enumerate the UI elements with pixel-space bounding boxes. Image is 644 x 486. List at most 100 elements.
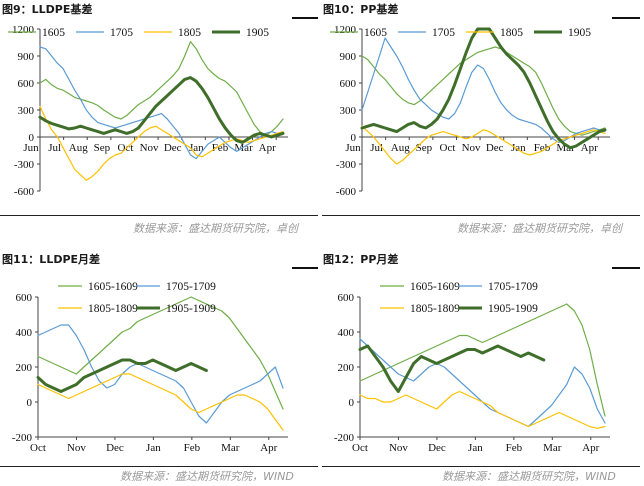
series-line-1905-1909 — [358, 344, 546, 393]
divider — [322, 466, 640, 467]
x-tick-label: Dec — [486, 142, 504, 154]
x-tick-label: Oct — [30, 442, 46, 454]
y-tick-label: 900 — [18, 51, 35, 63]
panel-pp-spread: 图12：PP月差 -200 0 200 400 600 Oct Nov Dec Jan Feb Ma… — [322, 245, 644, 486]
y-tick-label: -200 — [334, 432, 355, 444]
x-tick-label: Nov — [462, 142, 481, 154]
x-tick-label: Sep — [416, 142, 433, 154]
x-tick-label: Dec — [106, 442, 124, 454]
title-rule — [612, 17, 640, 19]
y-tick-label: -600 — [336, 186, 357, 198]
series-line-1705 — [39, 46, 284, 160]
divider — [322, 215, 640, 216]
x-tick-label: Feb — [506, 442, 523, 454]
x-tick-label: Dec — [164, 142, 182, 154]
y-tick-label: 300 — [340, 105, 357, 117]
panel-lldpe-spread: 图11：LLDPE月差 -200 0 200 400 600 Oct Nov Dec Jan Fe… — [0, 245, 322, 486]
x-tick-label: Nov — [389, 442, 408, 454]
y-tick-label: 1200 — [334, 24, 357, 36]
chart-plot: -200 0 200 400 600 Oct Nov Dec Jan Feb Mar Apr 1605-… — [0, 271, 320, 461]
series-line-1705 — [361, 37, 606, 144]
x-tick-label: Apr — [581, 142, 598, 154]
series-line-1605-1609 — [37, 296, 284, 410]
x-tick-label: Jan — [146, 442, 161, 454]
x-tick-label: Apr — [582, 442, 599, 454]
title-rule — [612, 267, 640, 269]
series-line-1905-1909 — [36, 358, 208, 393]
legend-label: 1605 — [364, 27, 387, 39]
y-tick-label: 400 — [338, 327, 355, 339]
legend-label: 1705-1709 — [488, 281, 538, 293]
chart-title: 图10：PP基差 — [323, 3, 399, 16]
chart-source: 数据来源：盛达期货研究院，卓创 — [133, 222, 298, 235]
x-tick-label: Mar — [221, 442, 240, 454]
x-tick-label: Jul — [370, 142, 383, 154]
y-tick-label: 600 — [16, 292, 33, 304]
y-tick-label: -600 — [14, 186, 35, 198]
legend-label: 1705 — [110, 27, 133, 39]
x-tick-label: Dec — [428, 442, 446, 454]
legend-label: 1605-1609 — [410, 281, 460, 293]
series-line-1605-1609 — [359, 303, 606, 417]
series-line-1805 — [361, 125, 606, 165]
x-tick-label: Jan — [511, 142, 526, 154]
y-tick-label: 200 — [338, 362, 355, 374]
x-tick-label: Mar — [556, 142, 575, 154]
y-tick-label: 600 — [18, 78, 35, 90]
x-tick-label: Oct — [440, 142, 456, 154]
x-tick-label: Jul — [48, 142, 61, 154]
x-tick-label: Feb — [534, 142, 551, 154]
series-line-1605 — [361, 46, 606, 136]
chart-source: 数据来源：盛达期货研究院，WIND — [120, 470, 294, 483]
series-line-1705-1709 — [37, 324, 284, 424]
legend-label: 1905 — [568, 27, 591, 39]
y-tick-label: 900 — [340, 51, 357, 63]
panel-lldpe-basis: 图9：LLDPE基差 -600 -300 0 300 600 900 1200 Jun Jul A… — [0, 0, 322, 243]
legend-label: 1605 — [42, 27, 65, 39]
y-tick-label: 200 — [16, 362, 33, 374]
divider — [0, 215, 318, 216]
x-tick-label: Apr — [260, 442, 277, 454]
chart-svg: -200 0 200 400 600 Oct Nov Dec Jan Feb Mar Apr 1605-… — [334, 281, 610, 454]
y-tick-label: 300 — [18, 105, 35, 117]
x-tick-label: Feb — [212, 142, 229, 154]
legend-label: 1705 — [432, 27, 455, 39]
y-tick-label: 0 — [29, 132, 35, 144]
chart-plot: -600 -300 0 300 600 900 1200 Jun Jul Aug Sep Oct Nov… — [0, 20, 320, 210]
legend-label: 1805 — [178, 27, 201, 39]
series-line-1905 — [360, 27, 607, 150]
y-tick-label: 0 — [27, 397, 33, 409]
x-tick-label: Aug — [69, 142, 88, 154]
legend-label: 1905 — [246, 27, 269, 39]
y-tick-label: 600 — [340, 78, 357, 90]
divider — [0, 466, 318, 467]
y-tick-label: 600 — [338, 292, 355, 304]
chart-plot: -600 -300 0 300 600 900 1200 Jun Jul Aug Sep Oct Nov… — [322, 20, 642, 210]
series-line-1805 — [39, 105, 284, 181]
x-tick-label: Feb — [184, 442, 201, 454]
legend-label: 1805-1809 — [88, 303, 138, 315]
x-tick-label: Nov — [140, 142, 159, 154]
legend-label: 1905-1909 — [488, 303, 538, 315]
chart-source: 数据来源：盛达期货研究院，WIND — [442, 470, 616, 483]
y-tick-label: -300 — [14, 159, 35, 171]
x-tick-label: Jun — [23, 142, 39, 154]
legend-label: 1805 — [500, 27, 523, 39]
y-tick-label: 1200 — [12, 24, 35, 36]
legend-label: 1905-1909 — [166, 303, 216, 315]
series-line-1805-1809 — [359, 390, 606, 429]
series-line-1905 — [38, 76, 285, 144]
chart-title: 图9：LLDPE基差 — [2, 3, 93, 16]
chart-title: 图11：LLDPE月差 — [2, 253, 101, 266]
x-tick-label: Aug — [391, 142, 410, 154]
legend-label: 1705-1709 — [166, 281, 216, 293]
y-tick-label: 0 — [351, 132, 357, 144]
x-tick-label: Mar — [543, 442, 562, 454]
chart-source: 数据来源：盛达期货研究院，卓创 — [457, 222, 622, 235]
y-tick-label: 0 — [349, 397, 355, 409]
y-tick-label: 400 — [16, 327, 33, 339]
chart-title: 图12：PP月差 — [323, 253, 399, 266]
title-rule — [292, 267, 318, 269]
